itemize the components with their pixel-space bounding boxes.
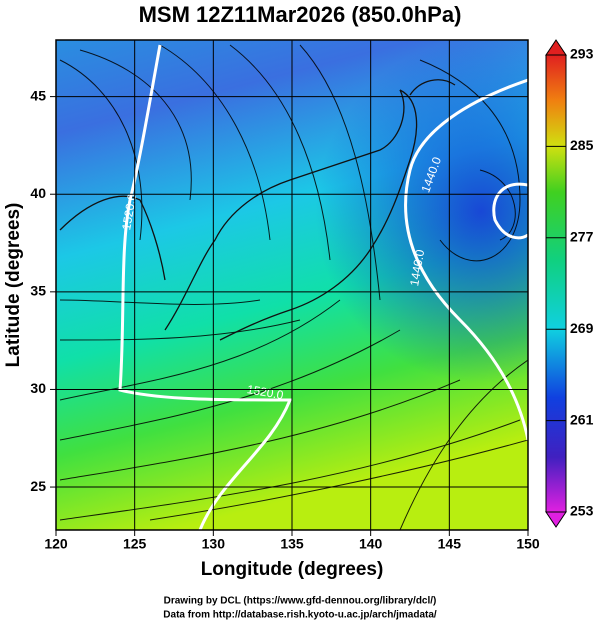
streamlines	[59, 44, 528, 530]
y-tick-label: 30	[30, 380, 46, 396]
contour-label: 1440.0	[407, 248, 427, 287]
y-tick-label: 35	[30, 283, 46, 299]
colorbar-extend-bottom	[545, 511, 567, 528]
colorbar-tick-label: 261	[570, 411, 594, 427]
colorbar	[545, 54, 567, 513]
x-tick-label: 130	[202, 536, 226, 552]
contours	[118, 44, 528, 530]
coastlines	[59, 79, 456, 341]
x-tick-label: 145	[438, 536, 462, 552]
y-tick-label: 25	[30, 478, 46, 494]
colorbar-tick-label: 293	[570, 46, 594, 62]
credit: Drawing by DCL (https://www.gfd-dennou.o…	[164, 596, 437, 607]
colorbar-tick-label: 269	[570, 320, 594, 336]
y-axis-label: Latitude (degrees)	[3, 203, 24, 368]
x-tick-label: 120	[44, 536, 68, 552]
y-tick-label: 40	[30, 185, 46, 201]
x-axis-label: Longitude (degrees)	[201, 559, 384, 580]
x-tick-label: 150	[516, 536, 540, 552]
colorbar-tick-label: 253	[570, 503, 594, 519]
x-tick-label: 140	[359, 536, 383, 552]
x-tick-label: 135	[280, 536, 304, 552]
x-tick-label: 125	[123, 536, 147, 552]
colorbar-tick-label: 285	[570, 137, 594, 153]
y-tick-label: 45	[30, 87, 46, 103]
credit: Data from http://database.rish.kyoto-u.a…	[163, 610, 437, 621]
title: MSM 12Z11Mar2026 (850.0hPa)	[139, 2, 462, 27]
contour-label: 1520.0	[246, 382, 285, 402]
colorbar-extend-top	[545, 39, 567, 56]
colorbar-tick-label: 277	[570, 229, 594, 245]
